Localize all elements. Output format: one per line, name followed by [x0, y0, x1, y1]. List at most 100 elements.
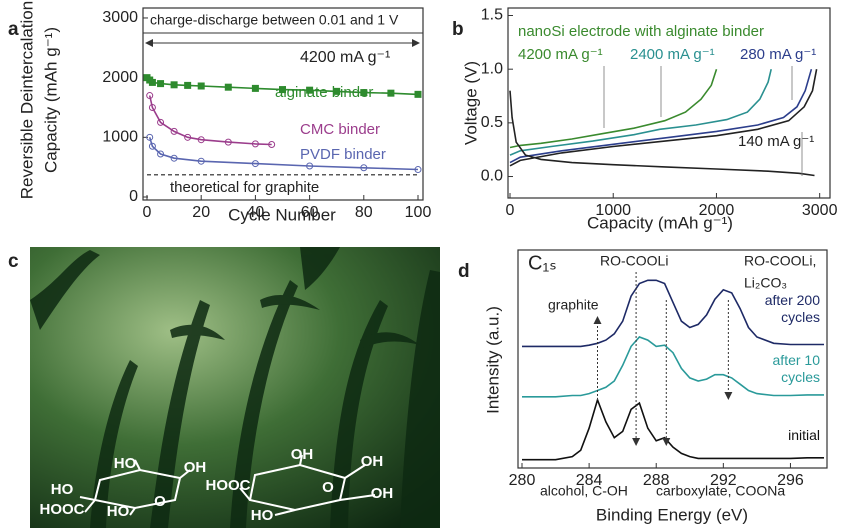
series-label: 2400 mA g⁻¹ — [630, 46, 715, 63]
y-tick-label: 1000 — [102, 129, 138, 146]
series-marker — [146, 133, 154, 141]
series-marker — [170, 127, 178, 135]
x-tick-label: 0 — [143, 204, 152, 221]
series-marker — [268, 140, 276, 148]
series-line — [509, 68, 718, 149]
x-tick-label: 288 — [643, 472, 670, 489]
series-marker — [360, 89, 368, 97]
plot-frame — [517, 249, 828, 469]
y-tick-label: 2000 — [102, 69, 138, 86]
series-line — [509, 69, 772, 156]
y-tick-label: 0.0 — [481, 168, 503, 185]
series-label: CMC binder — [300, 121, 380, 138]
series-marker — [146, 92, 154, 100]
series-line — [522, 279, 824, 348]
series-marker — [157, 150, 165, 158]
chem-label: O — [154, 493, 166, 510]
y-tick-label: 1.5 — [481, 7, 503, 24]
x-tick-label: 284 — [576, 472, 603, 489]
panel-label: b — [452, 19, 464, 40]
plot-frame — [507, 7, 831, 199]
series-marker — [148, 142, 156, 150]
annotation: 4200 mA g⁻¹ — [300, 49, 390, 66]
annotation: carboxylate, COONa — [656, 483, 785, 499]
panel-label: c — [8, 251, 19, 272]
series-line — [509, 90, 815, 177]
x-axis-label: Binding Energy (eV) — [596, 505, 748, 524]
series-marker — [184, 81, 192, 89]
annotation: charge-discharge between 0.01 and 1 V — [150, 12, 399, 28]
y-tick-label: 3000 — [102, 9, 138, 26]
series-line — [148, 137, 419, 171]
x-tick-label: 280 — [509, 472, 536, 489]
series-marker — [251, 84, 259, 92]
series-label-box: after 200 cycles — [764, 292, 820, 325]
series-marker — [157, 80, 165, 88]
chem-label: HO — [51, 481, 74, 498]
series-marker — [184, 133, 192, 141]
annotation: Li₂CO₃ — [744, 275, 787, 291]
x-tick-label: 3000 — [802, 202, 838, 219]
x-tick-label: 20 — [192, 204, 210, 221]
chem-label: HO — [251, 507, 274, 524]
series-marker — [306, 86, 314, 94]
series-marker — [197, 82, 205, 90]
series-marker — [170, 81, 178, 89]
series-line — [509, 68, 813, 164]
chem-label: HO — [114, 455, 137, 472]
series-marker — [306, 162, 314, 170]
y-axis-label: Voltage (V) — [461, 61, 480, 145]
series-line — [509, 69, 818, 167]
chem-label: OH — [371, 485, 394, 502]
chem-label: OH — [361, 453, 384, 470]
series-marker — [387, 89, 395, 97]
kelp-photo — [30, 247, 440, 528]
chem-label: HOOC — [40, 501, 85, 518]
series-marker — [414, 90, 422, 98]
series-line — [522, 336, 824, 398]
series-marker — [197, 157, 205, 165]
y-tick-label: 0 — [129, 188, 138, 205]
series-label: initial — [788, 427, 820, 443]
x-axis-label: Capacity (mAh g⁻¹) — [587, 213, 733, 232]
series-label: alginate binder — [275, 84, 373, 101]
plot-frame — [142, 7, 424, 201]
series-label: theoretical for graphite — [170, 179, 319, 196]
series-label: after 10 cycles — [772, 352, 820, 385]
annotation: C₁ₛ — [528, 252, 557, 274]
annotation: RO-COOLi — [600, 253, 668, 269]
series-marker — [360, 164, 368, 172]
series-label: PVDF binder — [300, 146, 386, 163]
x-axis-label: Cycle Number — [228, 205, 336, 224]
x-tick-label: 296 — [777, 472, 804, 489]
series-label-box: after 10 cycles — [772, 352, 820, 385]
series-marker — [414, 166, 422, 174]
chart-title: nanoSi electrode with alginate binder — [518, 23, 764, 40]
x-tick-label: 40 — [247, 204, 265, 221]
series-marker — [148, 103, 156, 111]
series-marker — [157, 118, 165, 126]
y-tick-label: 1.0 — [481, 60, 503, 77]
y-axis-label: Capacity (mAh g⁻¹) — [41, 27, 60, 173]
series-label: 4200 mA g⁻¹ — [518, 46, 603, 63]
panel-label: a — [8, 19, 19, 40]
chem-label: HOOC — [206, 477, 251, 494]
x-tick-label: 292 — [710, 472, 737, 489]
series-marker — [197, 136, 205, 144]
y-axis-label: Intensity (a.u.) — [483, 306, 502, 414]
x-tick-label: 60 — [301, 204, 319, 221]
annotation: RO-COOLi, — [744, 253, 816, 269]
panel-label: d — [458, 261, 470, 282]
x-tick-label: 0 — [506, 202, 515, 219]
series-line — [148, 95, 272, 146]
series-label: after 200 cycles — [764, 292, 820, 325]
series-label: 140 mA g⁻¹ — [738, 133, 814, 150]
chem-label: OH — [184, 459, 207, 476]
chem-label: O — [322, 479, 334, 496]
series-marker — [224, 138, 232, 146]
x-tick-label: 80 — [355, 204, 373, 221]
annotation: alcohol, C-OH — [540, 483, 628, 499]
x-tick-label: 2000 — [699, 202, 735, 219]
y-axis-label: Reversible Deintercalation — [17, 1, 36, 199]
